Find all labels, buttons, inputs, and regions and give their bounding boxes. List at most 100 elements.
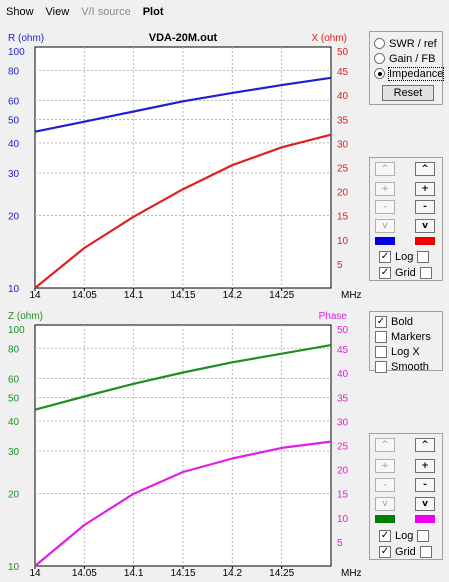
menu-vi-source[interactable]: V/I source [81,6,131,18]
grid-left-checkbox[interactable]: ✓ [379,266,391,279]
log-right-checkbox-bottom[interactable] [417,529,430,542]
right-scale-minus-button[interactable]: - [415,200,435,214]
menu-show[interactable]: Show [6,6,34,18]
bold-label: Bold [391,315,414,328]
z-scale-plus-button[interactable]: + [375,459,395,473]
grid-label: Grid [395,266,416,279]
left-scale-down-button[interactable]: v [375,219,395,233]
right-axis-label: Phase [319,311,348,322]
mode-impedance-label: Impedance [387,66,445,81]
left-tick-label: 100 [8,325,25,336]
right-tick-label: 20 [337,466,349,477]
log-label-bottom: Log [395,529,414,542]
logx-label: Log X [391,345,420,358]
right-scale-plus-button[interactable]: + [415,182,435,196]
x-tick-label: 14.05 [72,568,97,578]
menu-view[interactable]: View [45,6,70,18]
option-logx[interactable]: Log X [375,344,442,359]
menu-plot[interactable]: Plot [142,6,164,18]
right-tick-label: 10 [337,236,349,247]
mode-impedance[interactable]: Impedance [374,66,445,81]
log-right-checkbox[interactable] [417,250,430,263]
left-tick-label: 20 [8,211,20,222]
left-tick-label: 60 [8,96,20,107]
smooth-checkbox[interactable] [375,360,387,373]
log-row-bottom: ✓ Log [379,528,430,543]
left-tick-label: 60 [8,374,20,385]
r-color-swatch[interactable] [375,237,395,245]
z-scale-minus-button[interactable]: - [375,478,395,492]
radio-swr[interactable] [374,38,385,49]
left-scale-up-button[interactable]: ^ [375,162,395,176]
right-scale-down-button[interactable]: v [415,219,435,233]
right-tick-label: 35 [337,393,349,404]
right-tick-label: 25 [337,164,349,175]
z-phase-chart: Z (ohm) Phase 100 80 60 50 40 30 20 10 50 45 40 35 30 2… [8,311,362,578]
right-tick-label: 50 [337,325,349,336]
z-scale-down-button[interactable]: v [375,497,395,511]
left-scale-plus-button[interactable]: + [375,182,395,196]
grid-label-bottom: Grid [395,545,416,558]
left-tick-label: 50 [8,116,20,127]
option-smooth[interactable]: Smooth [375,359,442,374]
log-row-top: ✓ Log [379,249,430,264]
x-tick-label: 14 [29,568,41,578]
chart-title: VDA-20M.out [149,32,218,44]
right-scale-up-button[interactable]: ^ [415,162,435,176]
grid-left-checkbox-bottom[interactable]: ✓ [379,545,391,558]
right-tick-label: 5 [337,538,343,549]
phase-scale-minus-button[interactable]: - [415,478,435,492]
right-tick-label: 40 [337,369,349,380]
impedance-rx-plot: VDA-20M.out R (ohm) X (ohm) 100 80 60 50 40 30 20… [4,26,365,300]
grid-right-checkbox[interactable] [419,266,432,279]
left-scale-minus-button[interactable]: - [375,200,395,214]
rx-chart: VDA-20M.out R (ohm) X (ohm) 100 80 60 50 40 30 20… [8,32,362,300]
right-tick-label: 35 [337,115,349,126]
series-line-0-0 [34,76,332,133]
left-tick-label: 10 [8,284,20,295]
left-tick-label: 80 [8,344,20,355]
x-color-swatch[interactable] [415,237,435,245]
option-bold[interactable]: ✓ Bold [375,314,442,329]
right-tick-label: 15 [337,212,349,223]
log-left-checkbox[interactable]: ✓ [379,250,391,263]
phase-scale-plus-button[interactable]: + [415,459,435,473]
series-line-1-0 [34,344,332,411]
markers-checkbox[interactable] [375,330,387,343]
right-tick-label: 50 [337,47,349,58]
option-markers[interactable]: Markers [375,329,442,344]
z-scale-up-button[interactable]: ^ [375,438,395,452]
phase-scale-up-button[interactable]: ^ [415,438,435,452]
log-left-checkbox-bottom[interactable]: ✓ [379,529,391,542]
left-axis-label: R (ohm) [8,33,44,44]
bold-checkbox[interactable]: ✓ [375,315,387,328]
mode-swr-label: SWR / ref [389,37,437,50]
reset-button[interactable]: Reset [382,85,434,101]
smooth-label: Smooth [391,360,429,373]
x-tick-label: 14.15 [170,290,195,300]
x-tick-label: 14.2 [223,290,243,300]
right-tick-label: 25 [337,442,349,453]
right-tick-label: 30 [337,139,349,150]
z-color-swatch[interactable] [375,515,395,523]
mode-swr[interactable]: SWR / ref [374,36,442,51]
x-tick-label: 14.1 [124,290,144,300]
radio-impedance[interactable] [374,68,385,79]
impedance-z-phase-plot: Z (ohm) Phase 100 80 60 50 40 30 20 10 50 45 40 35 30 2… [4,304,365,578]
x-unit-label: MHz [341,568,362,578]
mode-panel: SWR / ref Gain / FB Impedance Reset [369,31,445,105]
radio-gain[interactable] [374,53,385,64]
mode-gain[interactable]: Gain / FB [374,51,442,66]
left-tick-label: 30 [8,447,20,458]
left-tick-label: 100 [8,47,25,58]
log-label: Log [395,250,414,263]
logx-checkbox[interactable] [375,345,387,358]
left-axis-label: Z (ohm) [8,311,43,322]
left-tick-label: 20 [8,489,20,500]
phase-color-swatch[interactable] [415,515,435,523]
phase-scale-down-button[interactable]: v [415,497,435,511]
mode-gain-label: Gain / FB [389,52,436,65]
x-tick-label: 14.15 [170,568,195,578]
grid-right-checkbox-bottom[interactable] [419,545,432,558]
right-tick-label: 45 [337,345,349,356]
